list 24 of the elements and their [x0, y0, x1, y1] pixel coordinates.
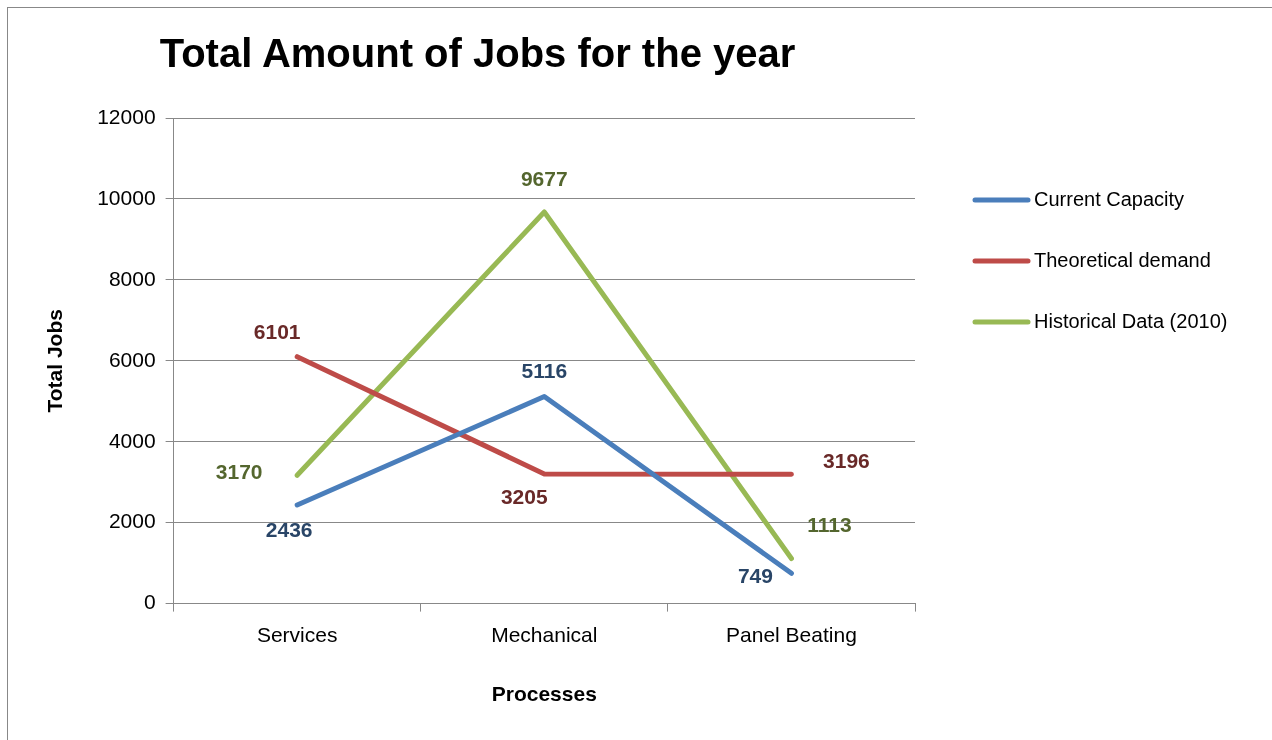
- data-label: 5116: [521, 359, 568, 383]
- x-tick-label: Mechanical: [491, 623, 598, 646]
- y-tick-label: 12000: [97, 104, 156, 128]
- data-label: 9677: [520, 166, 568, 190]
- data-label: 2436: [265, 517, 313, 541]
- data-label: 749: [737, 564, 773, 588]
- y-tick-label: 0: [143, 590, 156, 614]
- y-tick-label: 2000: [108, 509, 156, 533]
- legend-label: Historical Data (2010): [1034, 309, 1228, 332]
- chart-title: Total Amount of Jobs for the year: [159, 31, 796, 76]
- data-label: 3196: [823, 449, 870, 473]
- y-tick-label: 4000: [108, 428, 156, 452]
- y-tick-label: 6000: [108, 347, 156, 371]
- x-axis-title: Processes: [491, 682, 597, 706]
- y-axis-title: Total Jobs: [43, 309, 67, 413]
- y-tick-label: 8000: [108, 266, 156, 290]
- y-tick-label: 10000: [97, 185, 156, 209]
- legend-label: Current Capacity: [1034, 187, 1185, 210]
- data-label: 3205: [500, 484, 548, 508]
- data-label: 6101: [253, 319, 301, 343]
- data-label: 3170: [215, 460, 263, 484]
- x-tick-label: Services: [256, 623, 338, 646]
- legend-label: Theoretical demand: [1034, 248, 1211, 271]
- x-tick-label: Panel Beating: [726, 623, 857, 646]
